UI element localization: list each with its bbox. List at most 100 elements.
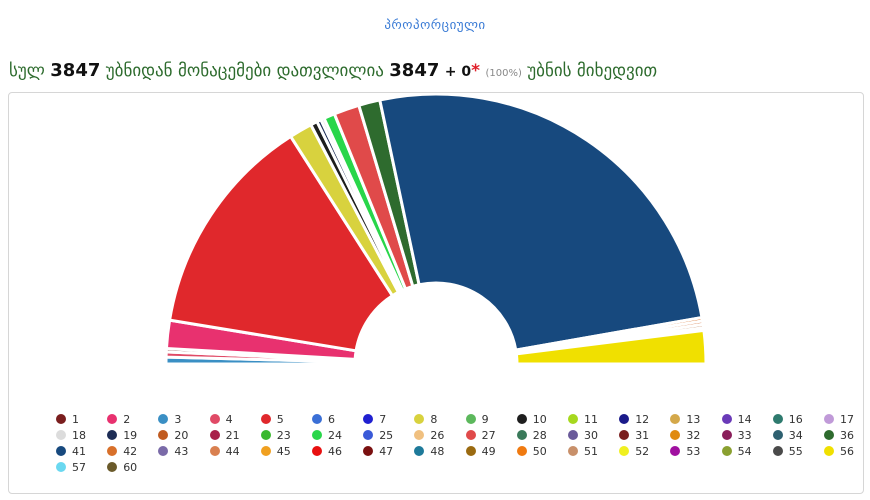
legend-item-3[interactable]: 3 <box>158 412 181 428</box>
legend-dot <box>568 446 578 456</box>
legend-label: 14 <box>737 413 752 426</box>
legend-label: 41 <box>72 445 86 458</box>
legend-item-14[interactable]: 14 <box>721 412 752 428</box>
legend-item-19[interactable]: 19 <box>107 428 137 444</box>
legend-item-11[interactable]: 11 <box>568 412 598 428</box>
legend-label: 30 <box>584 429 598 442</box>
legend-item-44[interactable]: 44 <box>209 444 240 460</box>
legend-label: 28 <box>532 429 547 442</box>
legend-item-24[interactable]: 24 <box>312 428 342 444</box>
legend-item-8[interactable]: 8 <box>414 412 437 428</box>
legend-item-4[interactable]: 4 <box>209 412 233 428</box>
legend-item-13[interactable]: 13 <box>670 412 700 428</box>
legend-item-7[interactable]: 7 <box>363 412 386 428</box>
legend-dot <box>209 430 220 440</box>
legend-item-45[interactable]: 45 <box>260 444 291 460</box>
legend-dot <box>56 430 66 440</box>
legend-label: 55 <box>788 445 803 458</box>
legend-item-49[interactable]: 49 <box>465 444 496 460</box>
legend-item-2[interactable]: 2 <box>107 412 130 428</box>
legend-item-6[interactable]: 6 <box>312 412 335 428</box>
legend-dot <box>465 446 476 456</box>
legend-dot <box>465 430 476 440</box>
legend-label: 13 <box>686 413 701 426</box>
legend-item-27[interactable]: 27 <box>465 428 496 444</box>
legend-label: 43 <box>174 445 189 458</box>
legend-item-51[interactable]: 51 <box>568 444 598 460</box>
legend-item-33[interactable]: 33 <box>721 428 752 444</box>
legend-dot <box>107 446 118 456</box>
legend-label: 53 <box>686 445 701 458</box>
legend-item-53[interactable]: 53 <box>670 444 700 460</box>
legend-item-48[interactable]: 48 <box>414 444 444 460</box>
legend-dot <box>516 430 527 440</box>
legend-label: 3 <box>174 413 182 426</box>
chart-slice-56[interactable] <box>514 328 708 366</box>
legend-item-32[interactable]: 32 <box>670 428 700 444</box>
legend-item-47[interactable]: 47 <box>363 444 393 460</box>
legend-dot <box>414 446 425 456</box>
legend-item-60[interactable]: 60 <box>107 460 137 476</box>
legend-item-55[interactable]: 55 <box>772 444 803 460</box>
legend-dot <box>772 430 783 440</box>
chart-slice-41[interactable] <box>377 93 704 352</box>
legend-item-23[interactable]: 23 <box>260 428 291 444</box>
legend-dot <box>260 446 271 456</box>
legend-item-52[interactable]: 52 <box>619 444 649 460</box>
legend-item-56[interactable]: 56 <box>824 444 854 460</box>
legend-item-30[interactable]: 30 <box>568 428 598 444</box>
legend-label: 24 <box>328 429 342 442</box>
legend-dot <box>721 414 732 424</box>
legend-item-54[interactable]: 54 <box>721 444 752 460</box>
legend-label: 57 <box>72 461 86 474</box>
legend-label: 51 <box>584 445 598 458</box>
tab-proportional[interactable]: პროპორციული <box>384 18 486 33</box>
legend-dot <box>824 414 834 424</box>
legend-dot <box>568 430 578 440</box>
legend-label: 20 <box>174 429 189 442</box>
legend-dot <box>824 446 834 456</box>
legend-label: 2 <box>123 413 131 426</box>
legend-item-16[interactable]: 16 <box>772 412 803 428</box>
legend-dot <box>619 446 630 456</box>
legend-item-28[interactable]: 28 <box>516 428 547 444</box>
legend-dot <box>721 446 732 456</box>
legend-label: 23 <box>276 429 291 442</box>
legend-item-50[interactable]: 50 <box>516 444 547 460</box>
legend-item-18[interactable]: 18 <box>56 428 86 444</box>
legend-label: 4 <box>225 413 233 426</box>
legend-item-26[interactable]: 26 <box>414 428 444 444</box>
legend-label: 32 <box>686 429 701 442</box>
legend-item-5[interactable]: 5 <box>260 412 284 428</box>
legend-dot <box>56 414 66 424</box>
legend-item-36[interactable]: 36 <box>824 428 854 444</box>
legend-item-9[interactable]: 9 <box>465 412 489 428</box>
legend-item-20[interactable]: 20 <box>158 428 188 444</box>
legend-item-43[interactable]: 43 <box>158 444 188 460</box>
legend-item-57[interactable]: 57 <box>56 460 86 476</box>
legend-item-21[interactable]: 21 <box>209 428 240 444</box>
chart-slice-5[interactable] <box>167 134 395 353</box>
legend-item-41[interactable]: 41 <box>56 444 86 460</box>
legend-item-12[interactable]: 12 <box>619 412 649 428</box>
legend-item-10[interactable]: 10 <box>516 412 547 428</box>
legend-item-25[interactable]: 25 <box>363 428 393 444</box>
legend-label: 9 <box>481 413 489 426</box>
total-stations: 3847 <box>50 60 101 81</box>
legend-item-17[interactable]: 17 <box>824 412 854 428</box>
legend-dot <box>260 414 271 424</box>
legend-item-42[interactable]: 42 <box>107 444 137 460</box>
chart-legend: 1 2 3 4 5 6 7 8 9 10 11 12 13 14 16 17 18 19 20 21 23 24 25 26 2… <box>56 412 856 476</box>
legend-label: 8 <box>430 413 438 426</box>
total-prefix: სულ <box>9 61 45 81</box>
legend-dot <box>414 414 425 424</box>
legend-item-1[interactable]: 1 <box>56 412 79 428</box>
legend-item-46[interactable]: 46 <box>312 444 342 460</box>
legend-item-34[interactable]: 34 <box>772 428 803 444</box>
count-summary: სულ 3847 უბნიდან მონაცემები დათვლილია 38… <box>9 60 657 81</box>
legend-item-31[interactable]: 31 <box>619 428 649 444</box>
legend-label: 21 <box>225 429 240 442</box>
counted-text: უბნიდან მონაცემები დათვლილია <box>105 61 384 81</box>
legend-dot <box>670 446 681 456</box>
legend-label: 26 <box>430 429 445 442</box>
